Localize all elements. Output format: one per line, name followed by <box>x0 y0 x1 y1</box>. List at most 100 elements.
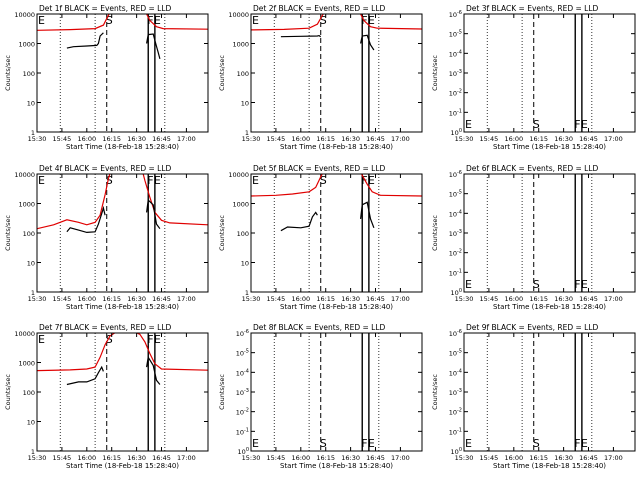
x-tick-label: 15:30 <box>28 454 47 462</box>
y-axis-label: Counts/sec <box>4 374 12 410</box>
y-tick-label: 100 <box>23 70 35 78</box>
x-tick-label: 16:00 <box>77 454 96 462</box>
marker-label-s: S <box>320 174 327 187</box>
marker-label-f: F <box>574 278 580 291</box>
events-series-line <box>146 355 161 385</box>
x-axis-label: Start Time (18-Feb-18 15:28:40) <box>493 143 606 151</box>
x-axis-label: Start Time (18-Feb-18 15:28:40) <box>66 462 179 470</box>
panel-title: Det 3f BLACK = Events, RED = LLD <box>466 4 599 13</box>
lld-series-line <box>37 174 208 230</box>
marker-label-e: E <box>368 174 375 187</box>
y-tick-label: 1000 <box>18 41 35 49</box>
x-tick-label: 16:30 <box>127 454 146 462</box>
plot-frame <box>36 13 209 133</box>
x-tick-label: 16:30 <box>127 295 146 303</box>
x-tick-label: 15:45 <box>267 454 286 462</box>
y-tick-label: 10000 <box>14 330 35 338</box>
marker-label-e: E <box>368 437 375 450</box>
y-tick-label: 10-1 <box>236 427 249 436</box>
y-tick-label: 10-2 <box>449 408 462 417</box>
marker-label-e-left: E <box>252 174 259 187</box>
marker-label-f: F <box>361 174 367 187</box>
marker-label-s: S <box>533 278 540 291</box>
marker-label-e: E <box>154 14 161 27</box>
y-tick-label: 10-4 <box>236 368 249 377</box>
x-tick-label: 16:15 <box>529 295 548 303</box>
x-axis-label: Start Time (18-Feb-18 15:28:40) <box>66 303 179 311</box>
y-axis-label: Counts/sec <box>218 215 226 251</box>
y-axis-label: Counts/sec <box>4 215 12 251</box>
x-tick-label: 15:30 <box>242 454 261 462</box>
events-series-line <box>146 198 161 230</box>
marker-label-s: S <box>320 437 327 450</box>
y-tick-label: 100 <box>451 128 462 137</box>
panel-title: Det 6f BLACK = Events, RED = LLD <box>466 164 599 173</box>
x-tick-label: 16:15 <box>529 135 548 143</box>
y-tick-label: 1000 <box>18 360 35 368</box>
plot-frame <box>463 332 636 452</box>
y-tick-label: 10-4 <box>449 49 462 58</box>
x-tick-label: 16:15 <box>529 454 548 462</box>
x-tick-label: 15:45 <box>267 135 286 143</box>
y-tick-label: 10-2 <box>236 408 249 417</box>
panel-title: Det 9f BLACK = Events, RED = LLD <box>466 323 599 332</box>
marker-label-e: E <box>581 437 588 450</box>
x-tick-label: 15:30 <box>242 135 261 143</box>
panel-title: Det 8f BLACK = Events, RED = LLD <box>253 323 386 332</box>
plot-frame <box>36 173 209 293</box>
y-tick-label: 100 <box>23 230 35 238</box>
series-group <box>251 14 422 51</box>
marker-label-e: E <box>581 278 588 291</box>
marker-label-e-left: E <box>38 333 45 346</box>
x-tick-label: 16:30 <box>127 135 146 143</box>
y-axis-label: Counts/sec <box>431 374 439 410</box>
marker-label-e-left: E <box>465 437 472 450</box>
y-tick-label: 100 <box>238 447 249 456</box>
plot-frame <box>250 332 423 452</box>
x-tick-label: 16:00 <box>291 295 310 303</box>
y-tick-label: 1 <box>31 289 35 297</box>
x-tick-label: 15:30 <box>28 135 47 143</box>
x-tick-label: 15:30 <box>242 295 261 303</box>
x-tick-label: 16:30 <box>341 295 360 303</box>
y-tick-label: 100 <box>237 230 249 238</box>
events-series-line <box>280 211 318 232</box>
plot-frame <box>463 13 636 133</box>
plot-frame <box>36 332 209 452</box>
y-axis-label: Counts/sec <box>4 55 12 91</box>
y-tick-label: 10-5 <box>236 349 249 358</box>
y-tick-label: 1000 <box>232 201 249 209</box>
x-tick-label: 16:30 <box>554 135 573 143</box>
marker-label-e-left: E <box>465 118 472 131</box>
panel-title: Det 5f BLACK = Events, RED = LLD <box>253 164 386 173</box>
x-tick-label: 16:45 <box>152 135 171 143</box>
x-tick-label: 16:00 <box>504 135 523 143</box>
marker-label-f: F <box>147 174 153 187</box>
y-tick-label: 10-1 <box>449 427 462 436</box>
series-group <box>37 174 208 234</box>
x-tick-label: 16:15 <box>316 454 335 462</box>
x-tick-label: 15:30 <box>455 454 474 462</box>
y-tick-label: 10-1 <box>449 268 462 277</box>
x-axis-label: Start Time (18-Feb-18 15:28:40) <box>493 303 606 311</box>
x-tick-label: 15:30 <box>28 295 47 303</box>
y-tick-label: 1000 <box>18 201 35 209</box>
marker-label-e: E <box>581 118 588 131</box>
y-tick-label: 100 <box>23 389 35 397</box>
y-tick-label: 100 <box>451 288 462 297</box>
x-tick-label: 16:30 <box>554 454 573 462</box>
y-tick-label: 10-4 <box>449 209 462 218</box>
x-tick-label: 15:45 <box>53 454 72 462</box>
x-tick-label: 17:00 <box>177 454 196 462</box>
panel-title: Det 7f BLACK = Events, RED = LLD <box>39 323 172 332</box>
x-tick-label: 17:00 <box>604 135 623 143</box>
x-tick-label: 16:00 <box>291 135 310 143</box>
panel-title: Det 2f BLACK = Events, RED = LLD <box>253 4 386 13</box>
lld-series-line <box>37 333 208 372</box>
events-series-line <box>66 365 104 386</box>
y-tick-label: 10000 <box>14 171 35 179</box>
